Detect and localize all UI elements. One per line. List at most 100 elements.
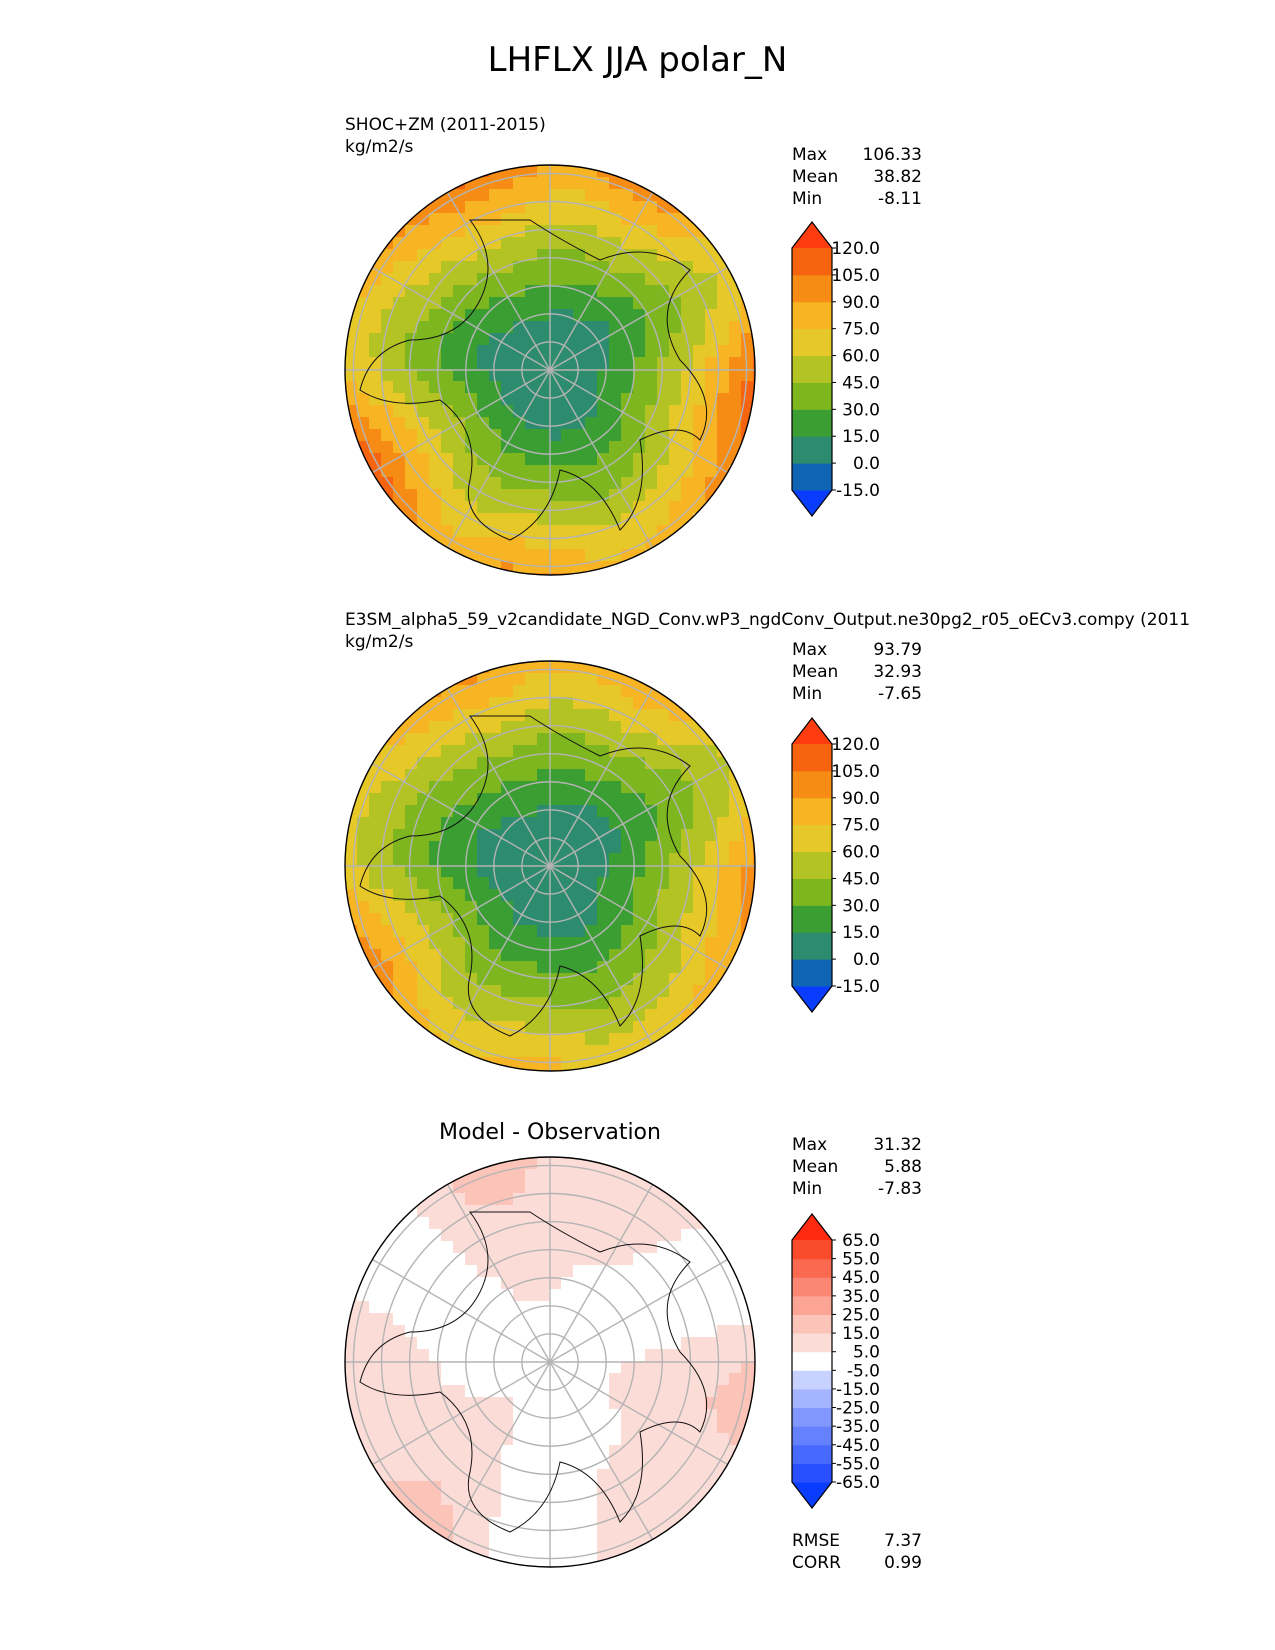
- field-cell: [573, 793, 586, 806]
- field-cell: [657, 1409, 670, 1422]
- field-cell: [429, 1469, 442, 1482]
- field-cell: [537, 1433, 550, 1446]
- stat-value: 93.79: [873, 640, 922, 660]
- field-cell: [705, 961, 718, 974]
- field-cell: [741, 357, 754, 370]
- field-cell: [405, 1229, 418, 1242]
- field-cell: [441, 745, 454, 758]
- field-cell: [453, 441, 466, 454]
- field-cell: [657, 513, 670, 526]
- field-cell: [741, 1349, 754, 1362]
- field-cell: [633, 1241, 646, 1254]
- stat-max: Max 106.33: [792, 144, 922, 166]
- field-cell: [657, 1241, 670, 1254]
- field-cell: [513, 1325, 526, 1338]
- field-cell: [357, 357, 370, 370]
- field-cell: [525, 1517, 538, 1530]
- field-cell: [513, 961, 526, 974]
- field-cell: [705, 841, 718, 854]
- field-cell: [645, 805, 658, 818]
- field-cell: [345, 369, 358, 382]
- field-cell: [621, 877, 634, 890]
- field-cell: [405, 913, 418, 926]
- field-cell: [561, 985, 574, 998]
- field-cell: [597, 1301, 610, 1314]
- field-cell: [417, 1493, 430, 1506]
- colorbar-tick-label: 105.0: [831, 266, 880, 286]
- field-cell: [549, 757, 562, 770]
- field-cell: [417, 1397, 430, 1410]
- field-cell: [753, 357, 755, 370]
- field-cell: [681, 309, 694, 322]
- field-cell: [549, 889, 562, 902]
- field-cell: [609, 261, 622, 274]
- field-cell: [669, 381, 682, 394]
- field-cell: [369, 357, 382, 370]
- field-cell: [753, 369, 755, 382]
- field-cell: [645, 1205, 658, 1218]
- field-cell: [477, 525, 490, 538]
- field-cell: [681, 1481, 694, 1494]
- field-cell: [597, 937, 610, 950]
- colorbar-bin: [792, 824, 832, 853]
- field-cell: [657, 721, 670, 734]
- field-cell: [645, 1445, 658, 1458]
- field-cell: [561, 1205, 574, 1218]
- field-cell: [657, 417, 670, 430]
- field-cell: [513, 429, 526, 442]
- colorbar-tick-label: 35.0: [842, 1287, 880, 1307]
- field-cell: [393, 405, 406, 418]
- field-cell: [465, 261, 478, 274]
- field-cell: [417, 297, 430, 310]
- field-cell: [585, 381, 598, 394]
- field-cell: [693, 877, 706, 890]
- field-cell: [453, 405, 466, 418]
- field-cell: [525, 1349, 538, 1362]
- field-cell: [537, 1529, 550, 1542]
- field-cell: [525, 273, 538, 286]
- field-cell: [693, 841, 706, 854]
- field-cell: [609, 961, 622, 974]
- field-cell: [729, 393, 742, 406]
- field-cell: [453, 333, 466, 346]
- field-cell: [597, 769, 610, 782]
- field-cell: [489, 1009, 502, 1022]
- field-cell: [357, 901, 370, 914]
- field-cell: [513, 1433, 526, 1446]
- field-cell: [657, 357, 670, 370]
- field-cell: [381, 1277, 394, 1290]
- field-cell: [585, 537, 598, 550]
- field-cell: [609, 1193, 622, 1206]
- field-cell: [393, 369, 406, 382]
- field-cell: [597, 817, 610, 830]
- field-cell: [657, 829, 670, 842]
- field-cell: [405, 961, 418, 974]
- field-cell: [585, 213, 598, 226]
- field-cell: [621, 949, 634, 962]
- field-cell: [369, 1325, 382, 1338]
- field-cell: [429, 853, 442, 866]
- field-cell: [693, 901, 706, 914]
- field-cell: [453, 321, 466, 334]
- map-outline: [344, 164, 756, 576]
- field-cell: [705, 949, 718, 962]
- field-cell: [549, 925, 562, 938]
- field-cell: [717, 877, 730, 890]
- field-cell: [681, 985, 694, 998]
- stat-label: Max: [792, 145, 828, 165]
- field-cell: [657, 1385, 670, 1398]
- panel-2-units: kg/m2/s: [345, 632, 414, 652]
- field-cell: [525, 733, 538, 746]
- field-cell: [417, 465, 430, 478]
- field-cell: [621, 381, 634, 394]
- field-cell: [525, 1469, 538, 1482]
- field-cell: [609, 1373, 622, 1386]
- field-cell: [741, 345, 754, 358]
- colorbar-tick-label: 30.0: [842, 896, 880, 916]
- field-cell: [621, 189, 634, 202]
- field-cell: [645, 949, 658, 962]
- field-cell: [489, 1529, 502, 1542]
- metric-value: 0.99: [884, 1553, 922, 1573]
- field-cell: [417, 1301, 430, 1314]
- field-cell: [681, 1373, 694, 1386]
